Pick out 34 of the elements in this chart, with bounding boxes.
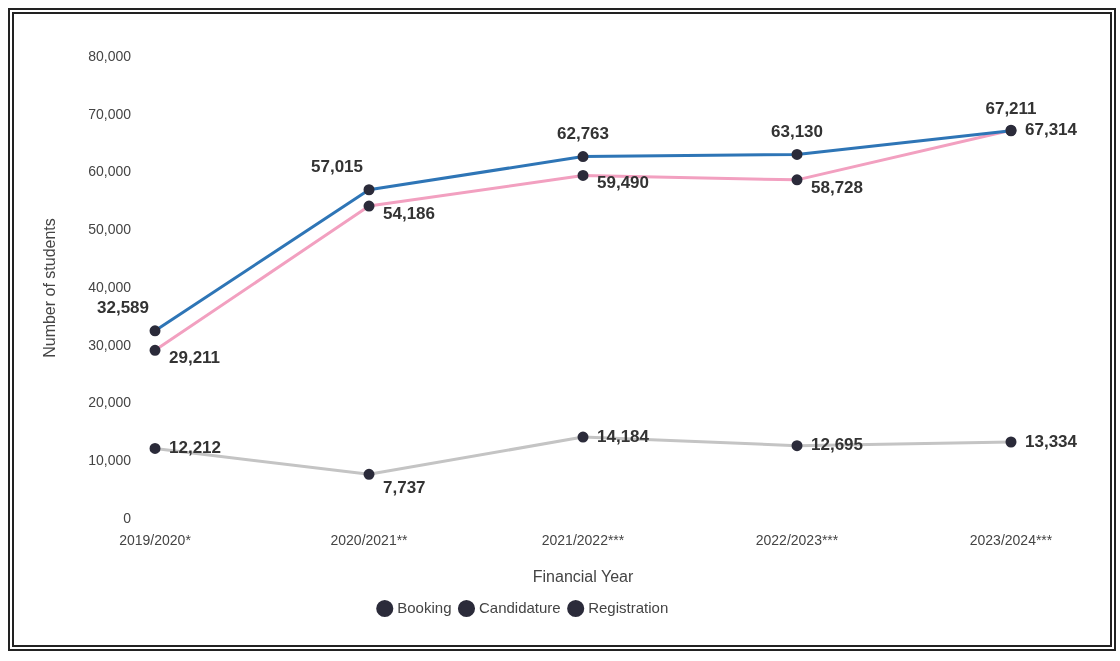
data-label: 7,737 bbox=[383, 478, 426, 498]
data-label: 59,490 bbox=[597, 173, 650, 193]
y-axis-title: Number of students bbox=[41, 218, 59, 358]
data-label: 67,314 bbox=[1025, 119, 1078, 139]
y-tick-label: 10,000 bbox=[88, 452, 132, 469]
y-tick-label: 20,000 bbox=[88, 394, 132, 411]
y-tick-label: 30,000 bbox=[88, 336, 132, 353]
data-label: 12,212 bbox=[169, 438, 222, 458]
legend-label: Candidature bbox=[478, 598, 561, 616]
legend-label: Booking bbox=[397, 598, 452, 616]
legend-label: Registration bbox=[588, 598, 669, 616]
y-tick-label: 80,000 bbox=[88, 47, 132, 64]
y-tick-label: 0 bbox=[123, 509, 132, 526]
data-label: 57,015 bbox=[311, 157, 364, 177]
x-tick-label: 2020/2021** bbox=[330, 532, 409, 549]
x-tick-label: 2021/2022*** bbox=[541, 532, 625, 549]
data-label: 13,334 bbox=[1025, 431, 1078, 451]
x-tick-label: 2019/2020* bbox=[119, 532, 192, 549]
y-tick-label: 60,000 bbox=[88, 163, 132, 180]
x-axis-title: Financial Year bbox=[532, 567, 634, 585]
data-label: 62,763 bbox=[557, 124, 610, 144]
data-label: 63,130 bbox=[771, 122, 824, 142]
x-tick-label: 2023/2024*** bbox=[969, 532, 1053, 549]
data-label: 54,186 bbox=[383, 203, 436, 223]
y-tick-label: 50,000 bbox=[88, 221, 132, 238]
x-tick-label: 2022/2023*** bbox=[755, 532, 839, 549]
data-label: 58,728 bbox=[811, 177, 864, 197]
data-label: 14,184 bbox=[597, 426, 650, 446]
data-label: 32,589 bbox=[97, 298, 150, 318]
y-tick-label: 40,000 bbox=[88, 278, 132, 295]
data-label: 12,695 bbox=[811, 435, 864, 455]
data-label: 67,211 bbox=[985, 98, 1037, 118]
data-label: 29,211 bbox=[169, 347, 221, 367]
y-tick-label: 70,000 bbox=[88, 105, 132, 122]
